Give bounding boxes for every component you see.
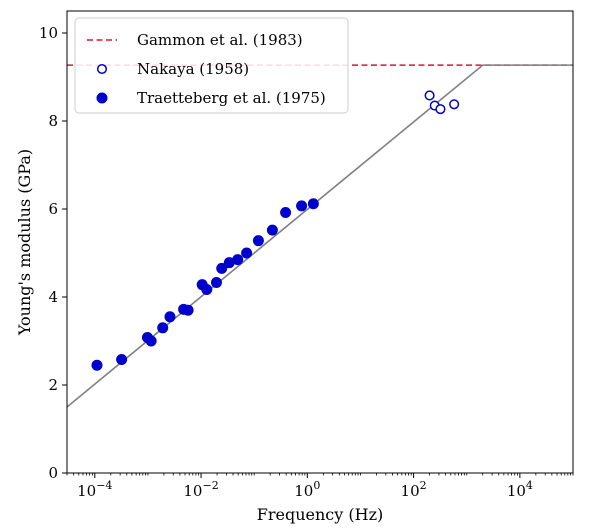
traetteberg-point: [157, 322, 169, 334]
nakaya-point: [435, 104, 446, 115]
traetteberg-point: [91, 359, 103, 371]
traetteberg-point: [216, 262, 228, 274]
y-tick-label: 2: [48, 376, 58, 394]
x-axis: 10−4 10−2 100 102 104: [66, 473, 574, 500]
legend-box: [74, 17, 349, 114]
traetteberg-point: [164, 311, 176, 323]
traetteberg-point: [145, 335, 157, 347]
traetteberg-point: [210, 276, 222, 288]
x-tick-label: 100: [294, 479, 320, 500]
x-tick-label: 104: [507, 479, 533, 500]
y-tick-label: 6: [48, 200, 58, 218]
nakaya-point: [424, 90, 435, 101]
legend-swatch-nakaya: [96, 63, 108, 75]
y-axis: 0 2 4 6 8 10: [39, 24, 67, 482]
legend-swatch-traetteberg: [96, 92, 108, 104]
traetteberg-point: [182, 304, 194, 316]
traetteberg-point: [296, 200, 308, 212]
plot-border: [66, 10, 574, 474]
y-axis-label: Young's modulus (GPa): [15, 149, 34, 336]
legend-label: Gammon et al. (1983): [137, 31, 303, 49]
x-tick-label: 10−2: [183, 479, 218, 500]
x-tick-label: 102: [401, 479, 427, 500]
traetteberg-point: [252, 235, 264, 247]
traetteberg-point: [201, 284, 213, 296]
nakaya-point: [449, 99, 460, 110]
y-tick-label: 4: [48, 288, 58, 306]
x-axis-label: Frequency (Hz): [257, 505, 384, 524]
traetteberg-point: [280, 207, 292, 219]
traetteberg-point: [241, 247, 253, 259]
traetteberg-point: [307, 198, 319, 210]
legend: Gammon et al. (1983) Nakaya (1958) Traette…: [74, 17, 349, 114]
traetteberg-point: [116, 353, 128, 365]
y-tick-label: 10: [39, 24, 58, 42]
x-tick-label: 10−4: [77, 479, 112, 500]
traetteberg-point: [232, 254, 244, 266]
traetteberg-point: [266, 224, 278, 236]
legend-label: Nakaya (1958): [137, 60, 249, 78]
y-tick-label: 8: [48, 112, 58, 130]
y-tick-label: 0: [48, 464, 58, 482]
series-layer: [67, 64, 573, 408]
legend-label: Traetteberg et al. (1975): [137, 89, 326, 107]
